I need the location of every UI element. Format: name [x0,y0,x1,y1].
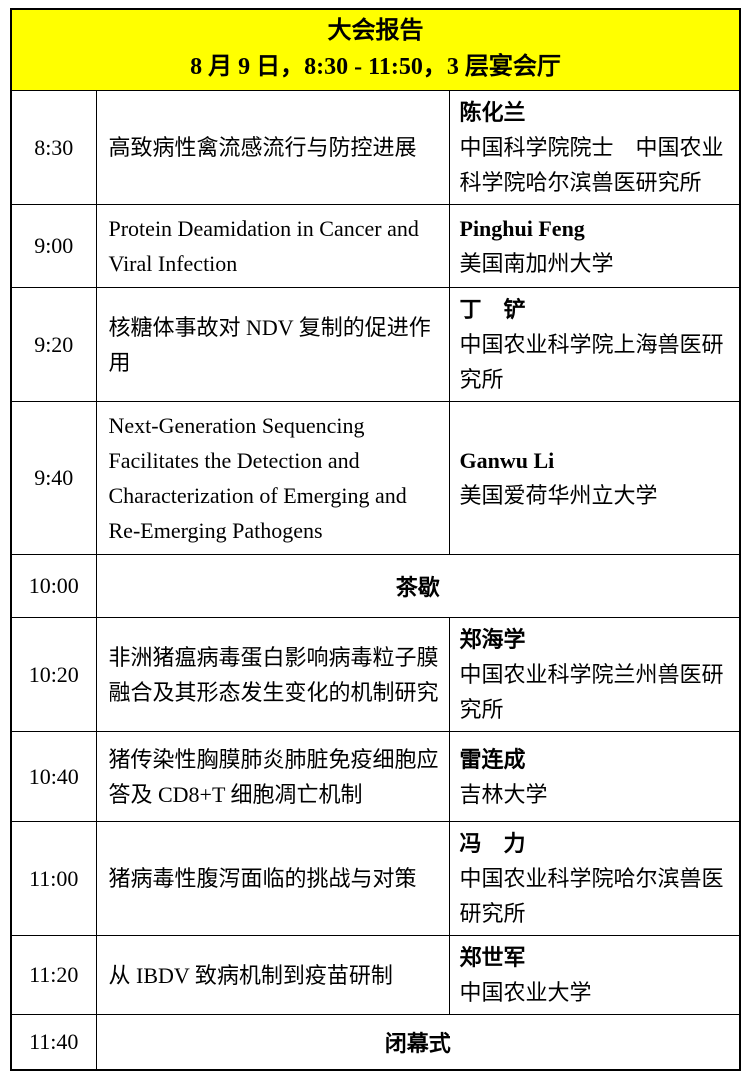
speaker-affiliation: 吉林大学 [459,781,548,807]
break-cell: 茶歇 [95,554,741,618]
session-datetime-location: 8 月 9 日，8:30 - 11:50，3 层宴会厅 [190,54,561,80]
table-row: 11:40 闭幕式 [10,1014,741,1070]
speaker-name: 陈化兰 [459,100,526,125]
speaker-cell: 郑世军 中国农业大学 [448,935,741,1015]
speaker-cell: 冯 力 中国农业科学院哈尔滨兽医研究所 [448,821,741,936]
table-row: 10:20 非洲猪瘟病毒蛋白影响病毒粒子膜融合及其形态发生变化的机制研究 郑海学… [10,617,741,732]
table-row: 9:20 核糖体事故对 NDV 复制的促进作用 丁 铲 中国农业科学院上海兽医研… [10,287,741,402]
time-cell: 11:20 [10,935,97,1015]
topic-cell: Protein Deamidation in Cancer and Viral … [95,204,450,288]
speaker-name: Pinghui Feng [459,216,585,241]
speaker-name: Ganwu Li [459,448,555,473]
session-header: 大会报告 8 月 9 日，8:30 - 11:50，3 层宴会厅 [10,8,741,91]
speaker-cell: 丁 铲 中国农业科学院上海兽医研究所 [448,287,741,402]
speaker-affiliation: 中国农业科学院哈尔滨兽医研究所 [459,866,724,926]
speaker-cell: 陈化兰 中国科学院院士 中国农业科学院哈尔滨兽医研究所 [448,90,741,205]
table-row: 11:00 猪病毒性腹泻面临的挑战与对策 冯 力 中国农业科学院哈尔滨兽医研究所 [10,821,741,936]
speaker-cell: Pinghui Feng 美国南加州大学 [448,204,741,288]
table-row: 10:40 猪传染性胸膜肺炎肺脏免疫细胞应答及 CD8+T 细胞凋亡机制 雷连成… [10,731,741,822]
time-cell: 11:40 [10,1014,97,1070]
topic-cell: 非洲猪瘟病毒蛋白影响病毒粒子膜融合及其形态发生变化的机制研究 [95,617,450,732]
time-cell: 9:40 [10,401,97,555]
topic-cell: 核糖体事故对 NDV 复制的促进作用 [95,287,450,402]
speaker-affiliation: 中国农业科学院兰州兽医研究所 [459,662,724,722]
speaker-affiliation: 美国爱荷华州立大学 [459,483,658,508]
table-row: 10:00 茶歇 [10,554,741,618]
topic-cell: 高致病性禽流感流行与防控进展 [95,90,450,205]
time-cell: 8:30 [10,90,97,205]
time-cell: 10:00 [10,554,97,618]
closing-ceremony-cell: 闭幕式 [95,1014,741,1070]
table-row: 11:20 从 IBDV 致病机制到疫苗研制 郑世军 中国农业大学 [10,935,741,1015]
speaker-affiliation: 美国南加州大学 [459,251,614,276]
speaker-cell: 雷连成 吉林大学 [448,731,741,822]
time-cell: 10:40 [10,731,97,822]
topic-cell: 猪病毒性腹泻面临的挑战与对策 [95,821,450,936]
time-cell: 11:00 [10,821,97,936]
time-cell: 10:20 [10,617,97,732]
topic-cell: Next-Generation Sequencing Facilitates t… [95,401,450,555]
time-cell: 9:20 [10,287,97,402]
table-row: 8:30 高致病性禽流感流行与防控进展 陈化兰 中国科学院院士 中国农业科学院哈… [10,90,741,205]
speaker-affiliation: 中国科学院院士 中国农业科学院哈尔滨兽医研究所 [459,135,724,195]
speaker-name: 雷连成 [459,746,526,772]
speaker-name: 郑世军 [459,945,526,970]
schedule-table: 大会报告 8 月 9 日，8:30 - 11:50，3 层宴会厅 8:30 高致… [10,8,741,1071]
session-title: 大会报告 [327,18,424,44]
table-row: 大会报告 8 月 9 日，8:30 - 11:50，3 层宴会厅 [10,8,741,91]
topic-cell: 从 IBDV 致病机制到疫苗研制 [95,935,450,1015]
time-cell: 9:00 [10,204,97,288]
speaker-name: 郑海学 [459,627,526,652]
table-row: 9:00 Protein Deamidation in Cancer and V… [10,204,741,288]
speaker-cell: Ganwu Li 美国爱荷华州立大学 [448,401,741,555]
speaker-name: 冯 力 [459,831,526,856]
speaker-name: 丁 铲 [459,297,526,322]
speaker-affiliation: 中国农业科学院上海兽医研究所 [459,332,724,392]
table-row: 9:40 Next-Generation Sequencing Facilita… [10,401,741,555]
speaker-affiliation: 中国农业大学 [459,980,592,1005]
conference-program-page: 大会报告 8 月 9 日，8:30 - 11:50，3 层宴会厅 8:30 高致… [10,8,741,1071]
topic-cell: 猪传染性胸膜肺炎肺脏免疫细胞应答及 CD8+T 细胞凋亡机制 [95,731,450,822]
speaker-cell: 郑海学 中国农业科学院兰州兽医研究所 [448,617,741,732]
